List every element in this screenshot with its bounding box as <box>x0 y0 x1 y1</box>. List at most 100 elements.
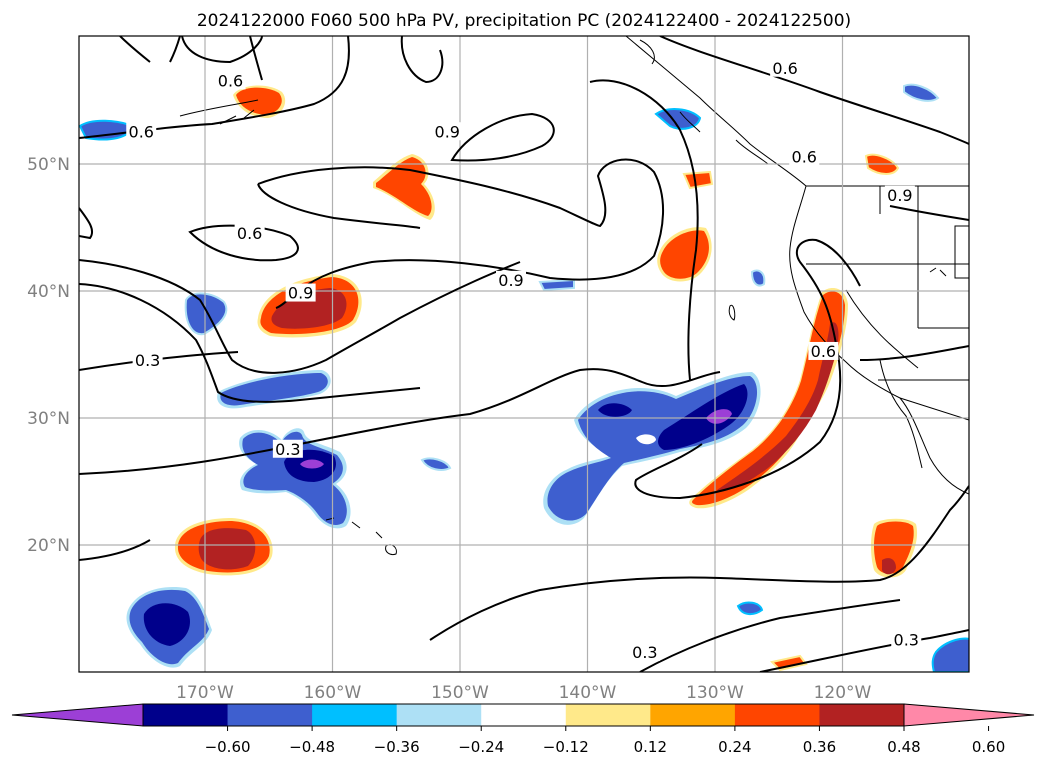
precip-blob <box>931 637 969 672</box>
precip-blob <box>420 457 452 471</box>
colorbar-frame <box>142 703 905 727</box>
colorbar-swatch <box>481 704 567 726</box>
colorbar-extend-max <box>903 703 1035 727</box>
colorbar-swatch <box>312 704 398 726</box>
colorbar-tick-label: 0.12 <box>634 738 667 756</box>
lon-tick-label: 120°W <box>814 683 872 703</box>
pv-contour-line <box>634 238 861 500</box>
contour-label: 0.6 <box>792 148 817 167</box>
contour-label-bg <box>789 147 820 166</box>
pv-contour-line <box>589 79 699 381</box>
precip-blob <box>871 518 918 578</box>
contour-label-bg <box>234 223 265 242</box>
pv-contour-line <box>188 224 299 262</box>
contour-label-bg <box>285 283 316 302</box>
latitude-tick-labels: 50°N 40°N 30°N 20°N <box>27 155 70 556</box>
lon-tick-label: 140°W <box>559 683 617 703</box>
contour-label: 0.6 <box>811 342 836 361</box>
precip-blob <box>654 108 702 130</box>
pv-contour-line <box>659 36 969 145</box>
pv-contour-line <box>79 485 969 641</box>
contour-label: 0.6 <box>772 59 797 78</box>
pv-contour-line <box>257 158 664 309</box>
contour-label-bg <box>891 630 922 649</box>
pv-contour-line <box>79 283 421 403</box>
colorbar-swatch <box>650 704 736 726</box>
precip-blob <box>217 370 331 409</box>
contour-label: 0.6 <box>129 122 154 141</box>
lat-tick-label: 40°N <box>27 282 70 302</box>
colorbar-swatch <box>819 704 905 726</box>
pv-contour-line <box>450 112 555 162</box>
colorbar-tick-label: −0.24 <box>458 738 504 756</box>
map-panel: 0.6 0.6 0.6 0.9 0.6 0.9 0.6 0.9 0.9 0.3 0.3 0.6 0.3 0… <box>79 36 969 672</box>
lat-tick-label: 50°N <box>27 155 70 175</box>
contour-label: 0.6 <box>218 71 243 90</box>
colorbar-swatch <box>734 704 820 726</box>
colorbar: −0.60 −0.48 −0.36 −0.24 −0.12 0.12 0.24 0.36 0.4… <box>11 703 1035 756</box>
precip-blob <box>682 170 714 190</box>
lon-tick-label: 170°W <box>176 683 234 703</box>
map-frame <box>78 35 970 673</box>
contour-label-bg <box>432 122 463 141</box>
lon-tick-label: 160°W <box>304 683 362 703</box>
contour-label-bg <box>215 71 246 90</box>
map-title: 2024122000 F060 500 hPa PV, precipitatio… <box>197 11 851 31</box>
colorbar-tick-label: −0.60 <box>205 738 251 756</box>
precip-blob <box>543 372 761 525</box>
pv-contour-labels: 0.6 0.6 0.6 0.9 0.6 0.9 0.6 0.9 0.9 0.3 0.3 0.6 0.3 0… <box>126 58 922 662</box>
colorbar-swatch <box>143 704 229 726</box>
colorbar-extend-min <box>11 703 144 727</box>
contour-label-bg <box>126 122 157 141</box>
precip-blob <box>689 288 848 509</box>
precip-blob <box>538 278 575 292</box>
pv-contour-line <box>119 36 181 63</box>
pv-contour-line <box>859 345 969 361</box>
colorbar-swatch <box>565 704 651 726</box>
contour-label-bg <box>808 341 839 360</box>
precip-blob <box>233 85 286 118</box>
pv-contour-line <box>79 351 239 371</box>
colorbar-tick-label: 0.60 <box>972 738 1005 756</box>
lon-tick-label: 150°W <box>431 683 489 703</box>
colorbar-tick-label: 0.48 <box>887 738 920 756</box>
colorbar-tick-label: 0.36 <box>803 738 836 756</box>
contour-label-bg <box>496 270 526 289</box>
pv-contour-line <box>639 599 901 672</box>
pv-contour-line <box>257 183 421 229</box>
pv-contour-line <box>249 36 444 84</box>
colorbar-tick-label: −0.36 <box>374 738 420 756</box>
precip-blob <box>769 654 808 672</box>
contour-label-bg <box>629 642 660 661</box>
pv-contour-line <box>79 207 94 240</box>
contour-label: 0.3 <box>135 351 160 370</box>
contour-label-bg <box>272 439 303 458</box>
pv-contour-line <box>181 36 263 64</box>
contour-label: 0.3 <box>632 643 657 662</box>
colorbar-swatch <box>396 704 482 726</box>
precip-blob <box>184 292 228 336</box>
contour-label: 0.9 <box>887 186 912 205</box>
contour-label: 0.3 <box>275 440 300 459</box>
colorbar-swatch <box>227 704 313 726</box>
contour-label-bg <box>132 350 163 369</box>
colorbar-tick-label: −0.48 <box>289 738 335 756</box>
contour-label: 0.9 <box>498 271 523 290</box>
lat-tick-label: 30°N <box>27 409 70 429</box>
precip-blob <box>903 83 940 102</box>
pv-contour-line <box>79 368 721 475</box>
longitude-tick-labels: 170°W 160°W 150°W 140°W 130°W 120°W <box>176 683 871 703</box>
precip-blob <box>750 269 766 287</box>
lat-tick-label: 20°N <box>27 536 70 556</box>
colorbar-tick-label: −0.12 <box>543 738 589 756</box>
contour-label-bg <box>770 58 801 77</box>
contour-label: 0.3 <box>894 630 919 649</box>
pv-contour-line <box>889 205 969 221</box>
lon-tick-label: 130°W <box>686 683 744 703</box>
contour-label: 0.9 <box>288 284 313 303</box>
contour-label: 0.6 <box>237 224 262 243</box>
pv-contour-line <box>79 259 521 374</box>
precip-blob <box>174 518 273 576</box>
precip-blob <box>126 586 212 668</box>
